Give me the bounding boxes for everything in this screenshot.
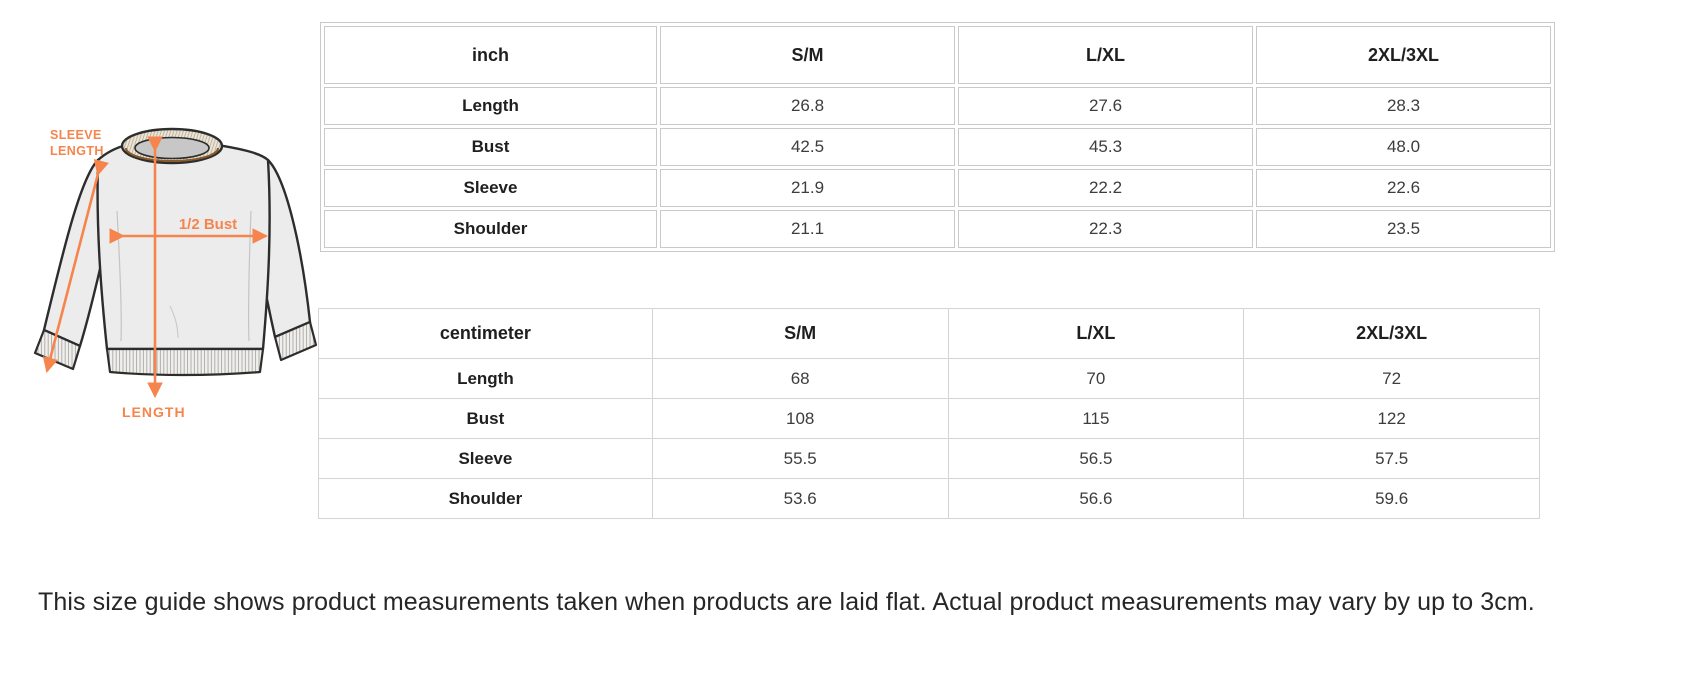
row-label-cell: Sleeve [318, 438, 653, 479]
row-label-cell: Length [324, 87, 657, 125]
size-value-cell: 72 [1243, 358, 1540, 399]
row-label-cell: Shoulder [318, 478, 653, 519]
table-row: Shoulder 21.1 22.3 23.5 [324, 210, 1551, 248]
size-value-cell: 56.5 [947, 438, 1245, 479]
half-bust-label: 1/2 Bust [179, 216, 237, 233]
row-label-cell: Shoulder [324, 210, 657, 248]
size-value-cell: 70 [947, 358, 1245, 399]
size-value-cell: 56.6 [947, 478, 1245, 519]
size-value-cell: 22.2 [958, 169, 1253, 207]
inch-table-container: inch S/M L/XL 2XL/3XL Length 26.8 27.6 2… [320, 22, 1555, 252]
column-header-cell: S/M [651, 308, 949, 359]
size-value-cell: 122 [1243, 398, 1540, 439]
table-header-row: inch S/M L/XL 2XL/3XL [324, 26, 1551, 84]
row-label-cell: Sleeve [324, 169, 657, 207]
row-label-cell: Bust [318, 398, 653, 439]
collar-inner [134, 136, 210, 160]
size-guide-note: This size guide shows product measuremen… [38, 588, 1535, 616]
size-value-cell: 57.5 [1243, 438, 1540, 479]
size-value-cell: 22.6 [1256, 169, 1551, 207]
unit-header-cell: centimeter [318, 308, 653, 359]
table-row: Sleeve 21.9 22.2 22.6 [324, 169, 1551, 207]
size-value-cell: 59.6 [1243, 478, 1540, 519]
size-value-cell: 22.3 [958, 210, 1253, 248]
table-row: Length 68 70 72 [318, 358, 1540, 399]
size-value-cell: 53.6 [651, 478, 949, 519]
size-value-cell: 48.0 [1256, 128, 1551, 166]
right-cuff [273, 320, 318, 362]
size-value-cell: 27.6 [958, 87, 1253, 125]
column-header-cell: 2XL/3XL [1243, 308, 1540, 359]
table-row: Shoulder 53.6 56.6 59.6 [318, 478, 1540, 519]
sweater-diagram: SLEEVE LENGTH 1/2 Bust LENGTH [20, 116, 320, 428]
sweater-body [96, 143, 271, 351]
unit-header-cell: inch [324, 26, 657, 84]
sleeve-length-arrow [42, 158, 109, 374]
collar-trim [125, 147, 219, 162]
table-row: Sleeve 55.5 56.5 57.5 [318, 438, 1540, 479]
size-value-cell: 26.8 [660, 87, 955, 125]
sweater-illustration: SLEEVE LENGTH 1/2 Bust LENGTH [33, 127, 318, 420]
size-value-cell: 45.3 [958, 128, 1253, 166]
size-value-cell: 68 [651, 358, 949, 399]
row-label-cell: Length [318, 358, 653, 399]
size-value-cell: 21.9 [660, 169, 955, 207]
column-header-cell: L/XL [958, 26, 1253, 84]
table-header-row: centimeter S/M L/XL 2XL/3XL [318, 308, 1540, 359]
size-value-cell: 28.3 [1256, 87, 1551, 125]
sleeve-length-label-line1: SLEEVE [50, 128, 102, 142]
size-value-cell: 55.5 [651, 438, 949, 479]
row-label-cell: Bust [324, 128, 657, 166]
column-header-cell: 2XL/3XL [1256, 26, 1551, 84]
inch-size-table: inch S/M L/XL 2XL/3XL Length 26.8 27.6 2… [320, 22, 1555, 252]
centimeter-size-table: centimeter S/M L/XL 2XL/3XL Length 68 70… [318, 308, 1540, 519]
centimeter-table-container: centimeter S/M L/XL 2XL/3XL Length 68 70… [318, 308, 1540, 519]
table-row: Bust 42.5 45.3 48.0 [324, 128, 1551, 166]
size-value-cell: 108 [651, 398, 949, 439]
size-value-cell: 115 [947, 398, 1245, 439]
sleeve-length-label-line2: LENGTH [50, 144, 104, 158]
table-row: Bust 108 115 122 [318, 398, 1540, 439]
length-label: LENGTH [122, 404, 186, 420]
column-header-cell: L/XL [947, 308, 1245, 359]
size-value-cell: 42.5 [660, 128, 955, 166]
hem-band [105, 347, 265, 377]
column-header-cell: S/M [660, 26, 955, 84]
size-value-cell: 21.1 [660, 210, 955, 248]
size-value-cell: 23.5 [1256, 210, 1551, 248]
table-row: Length 26.8 27.6 28.3 [324, 87, 1551, 125]
